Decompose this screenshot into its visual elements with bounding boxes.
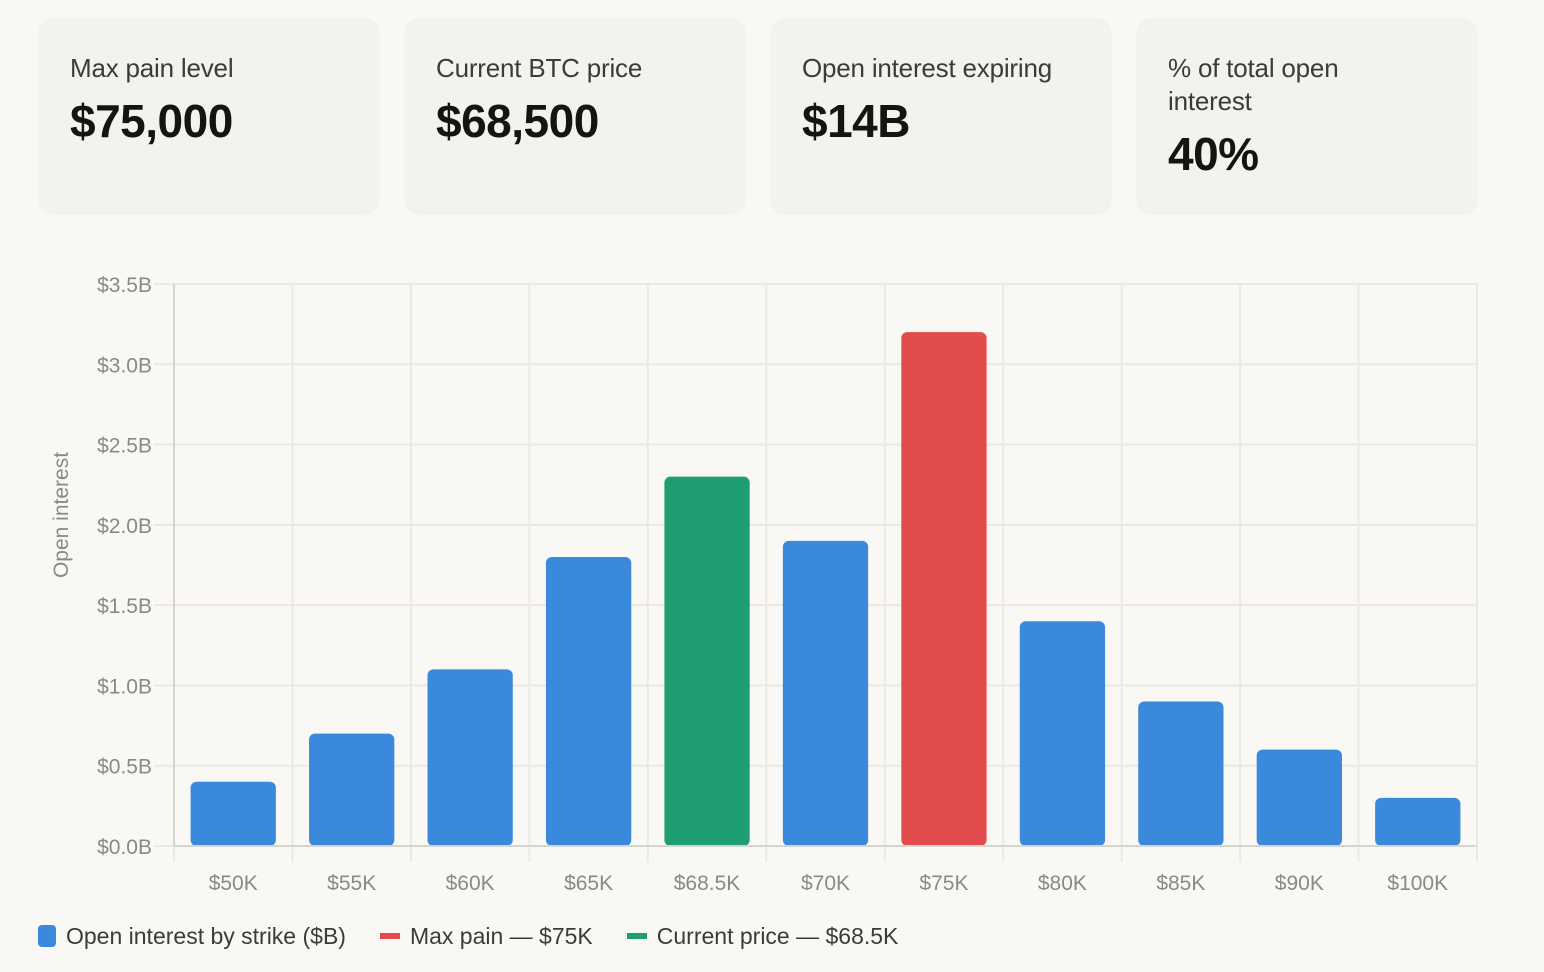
y-tick-label: $1.5B <box>97 595 152 618</box>
x-tick-label: $68.5K <box>674 872 741 890</box>
x-tick-labels: $50K $55K $60K $65K $68.5K $70K $75K $80K $85K $9… <box>209 872 1448 890</box>
metric-card-max-pain: Max pain level $75,000 <box>38 18 380 215</box>
y-tick-label: $1.0B <box>97 675 152 698</box>
x-tick-label: $75K <box>919 872 968 890</box>
y-tick-label: $3.0B <box>97 354 152 377</box>
metric-label: Current BTC price <box>436 53 643 83</box>
metric-card-total-percent: % of total open interest 40% <box>1136 18 1478 215</box>
metric-value: 40% <box>1168 128 1259 180</box>
x-tick-label: $80K <box>1038 872 1087 890</box>
x-tick-label: $85K <box>1156 872 1205 890</box>
bar-65k <box>545 556 632 846</box>
metric-value: $14B <box>802 95 910 147</box>
y-tick-label: $0.0B <box>97 836 152 859</box>
y-axis-title: Open interest <box>50 452 73 578</box>
axes <box>173 284 1477 847</box>
legend-swatch-blue <box>38 925 56 947</box>
y-tick-labels: $0.0B $0.5B $1.0B $1.5B $2.0B $2.5B $3.0B $3.5B <box>97 274 152 859</box>
x-tick-label: $65K <box>564 872 613 890</box>
x-tick-label: $60K <box>446 872 495 890</box>
legend-swatch-green <box>626 933 647 939</box>
bars <box>190 332 1461 847</box>
legend-swatch-red <box>379 933 400 939</box>
x-tick-label: $90K <box>1275 872 1324 890</box>
bar-55k <box>309 733 395 846</box>
metric-label: Open interest expiring <box>802 53 1052 83</box>
legend-label: Max pain — $75K <box>409 922 593 949</box>
bar-68.5k <box>664 476 750 846</box>
grid-lines <box>154 283 1478 862</box>
x-tick-label: $100K <box>1387 872 1448 890</box>
bar-70k <box>782 540 869 846</box>
x-tick-label: $55K <box>327 872 376 890</box>
legend-item-current-price: Current price — $68.5K <box>626 922 899 950</box>
y-tick-label: $3.5B <box>97 274 152 297</box>
legend-label: Current price — $68.5K <box>656 922 899 949</box>
bar-60k <box>427 669 513 846</box>
metric-label: % of total open interest <box>1168 53 1339 116</box>
bar-80k <box>1019 621 1106 846</box>
metric-label: Max pain level <box>70 53 234 83</box>
y-tick-label: $0.5B <box>97 756 152 779</box>
legend-item-max-pain: Max pain — $75K <box>379 922 593 950</box>
x-tick-label: $70K <box>801 872 850 890</box>
x-tick-label: $50K <box>209 872 258 890</box>
metric-card-open-interest: Open interest expiring $14B <box>770 18 1112 215</box>
legend: Open interest by strike ($B) Max pain — … <box>38 920 932 952</box>
bar-50k <box>190 781 276 846</box>
bar-85k <box>1138 701 1224 846</box>
bar-75k <box>901 332 987 847</box>
metric-cards: Max pain level $75,000 Current BTC price… <box>38 18 1478 215</box>
y-tick-label: $2.0B <box>97 515 152 538</box>
y-tick-label: $2.5B <box>97 435 152 458</box>
metric-value: $75,000 <box>70 95 233 147</box>
metric-value: $68,500 <box>436 95 599 147</box>
bar-90k <box>1256 749 1342 846</box>
open-interest-chart: $0.0B $0.5B $1.0B $1.5B $2.0B $2.5B $3.0B $3.5B… <box>50 274 1478 890</box>
bar-100k <box>1375 797 1461 846</box>
legend-label: Open interest by strike ($B) <box>66 922 346 949</box>
metric-card-current-price: Current BTC price $68,500 <box>404 18 746 215</box>
legend-item-open-interest: Open interest by strike ($B) <box>38 923 346 950</box>
